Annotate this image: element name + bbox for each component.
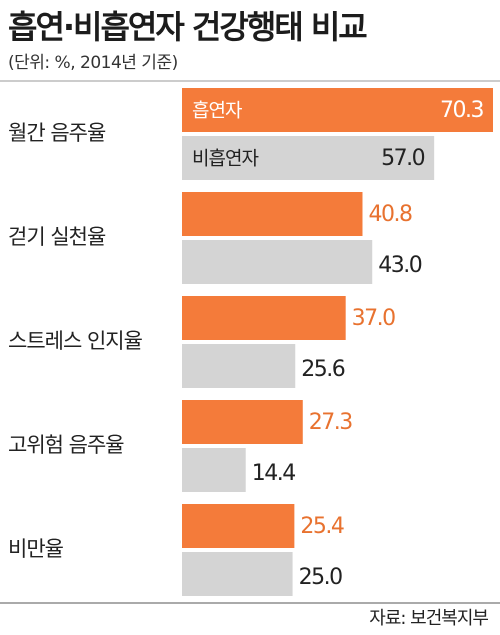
bar-nonsmoker bbox=[182, 448, 246, 492]
data-label-nonsmoker: 57.0 bbox=[381, 146, 424, 171]
source-note: 자료: 보건복지부 bbox=[369, 608, 489, 629]
category-label: 걷기 실천율 bbox=[8, 225, 106, 249]
data-label-smoker: 70.3 bbox=[440, 98, 483, 123]
bar-smoker bbox=[182, 192, 363, 236]
category-label: 비만율 bbox=[8, 537, 64, 561]
data-label-nonsmoker: 25.0 bbox=[299, 565, 342, 590]
data-label-smoker: 25.4 bbox=[300, 514, 343, 539]
bar-nonsmoker bbox=[182, 344, 296, 388]
data-label-nonsmoker: 43.0 bbox=[378, 253, 421, 278]
data-label-nonsmoker: 14.4 bbox=[252, 461, 295, 486]
chart-subtitle: (단위: %, 2014년 기준) bbox=[8, 53, 178, 73]
data-label-smoker: 37.0 bbox=[352, 306, 395, 331]
bar-nonsmoker bbox=[182, 240, 373, 284]
data-label-nonsmoker: 25.6 bbox=[301, 357, 344, 382]
bar-nonsmoker bbox=[182, 136, 435, 180]
legend-label-nonsmoker: 비흡연자 bbox=[192, 148, 258, 170]
bar-smoker bbox=[182, 88, 493, 132]
category-label: 고위험 음주율 bbox=[8, 433, 124, 457]
bar-smoker bbox=[182, 296, 346, 340]
bar-smoker bbox=[182, 504, 295, 548]
chart-title: 흡연·비흡연자 건강행태 비교 bbox=[8, 8, 368, 46]
category-label: 월간 음주율 bbox=[8, 121, 106, 145]
data-label-smoker: 27.3 bbox=[309, 410, 352, 435]
data-label-smoker: 40.8 bbox=[368, 202, 411, 227]
category-label: 스트레스 인지율 bbox=[8, 329, 143, 353]
bar-nonsmoker bbox=[182, 552, 293, 596]
legend-label-smoker: 흡연자 bbox=[192, 100, 242, 122]
bar-smoker bbox=[182, 400, 303, 444]
